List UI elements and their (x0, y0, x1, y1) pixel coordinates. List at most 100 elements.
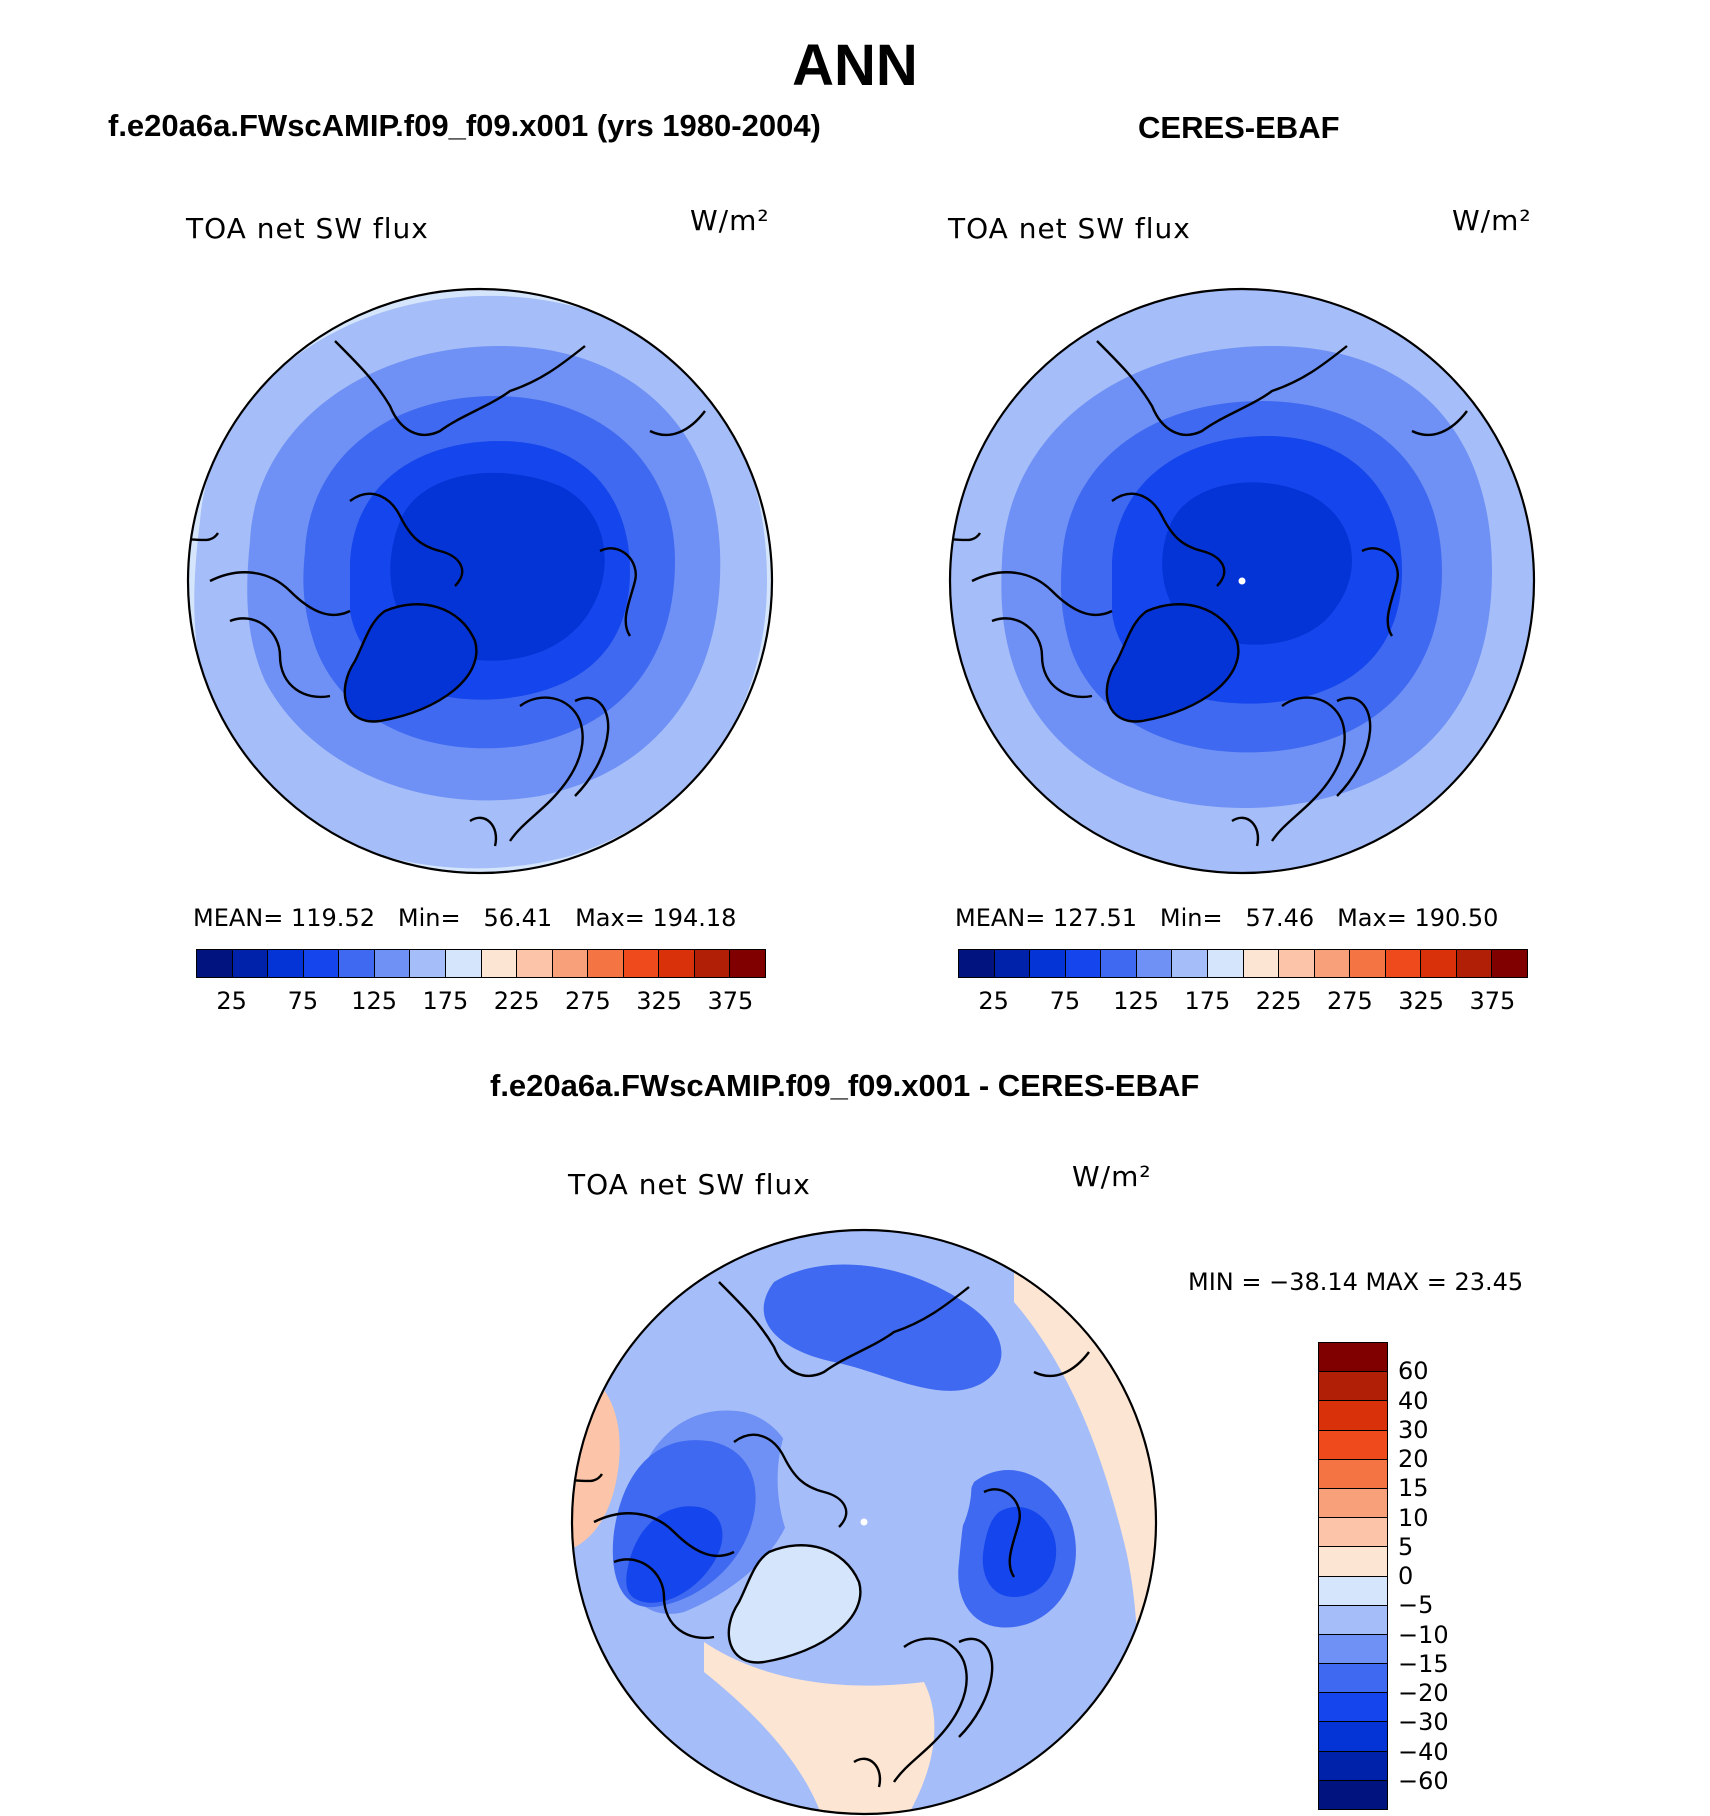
colorbar-swatch (994, 950, 1031, 977)
colorbar-swatch (694, 950, 731, 977)
panel2-coastlines (950, 310, 1484, 847)
panel1-colorbar (196, 949, 766, 978)
colorbar-swatch (1421, 950, 1457, 977)
panel2-min-label: Min= (1159, 904, 1223, 932)
panel3-coastlines (572, 1251, 1106, 1788)
panel3-case-title: f.e20a6a.FWscAMIP.f09_f09.x001 - CERES-E… (490, 1068, 1200, 1103)
colorbar-tick-label: 10 (1398, 1503, 1429, 1532)
colorbar-tick-label: −30 (1398, 1708, 1449, 1737)
colorbar-swatch (517, 950, 553, 977)
panel1-units-label: W/m² (690, 204, 770, 237)
panel3-north-atlantic-core (982, 1506, 1057, 1597)
colorbar-swatch (1065, 950, 1102, 977)
colorbar-swatch (1319, 1751, 1387, 1781)
colorbar-tick-label: 25 (978, 987, 1009, 1015)
colorbar-swatch (1319, 1664, 1387, 1694)
panel3-positive-band-south (704, 1642, 935, 1814)
colorbar-swatch (197, 950, 233, 977)
colorbar-tick-label: −15 (1398, 1649, 1449, 1678)
colorbar-tick-label: 175 (1184, 987, 1231, 1015)
panel2-colorbar (958, 949, 1528, 978)
colorbar-swatch (623, 950, 660, 977)
colorbar-tick-label: 5 (1398, 1532, 1414, 1561)
colorbar-swatch (268, 950, 304, 977)
panel3-pacific-low (763, 1264, 1002, 1391)
colorbar-tick-label: 30 (1398, 1415, 1429, 1444)
panel2-variable-label: TOA net SW flux (948, 212, 1191, 245)
colorbar-swatch (1319, 1401, 1387, 1431)
panel1-greenland-high (344, 604, 477, 722)
colorbar-tick-label: 40 (1398, 1386, 1429, 1415)
colorbar-swatch (1319, 1547, 1387, 1577)
panel3-colorbar-ticks: 60 40 30 20 15 10 5 0 −5 −10 −15 −20 −30 −40 −60 (1398, 1342, 1488, 1810)
colorbar-swatch (659, 950, 695, 977)
colorbar-swatch (1319, 1430, 1387, 1460)
panel3-variable-label: TOA net SW flux (568, 1168, 811, 1201)
colorbar-swatch (1319, 1780, 1387, 1809)
panel2-polar-map (948, 287, 1536, 875)
colorbar-swatch (410, 950, 446, 977)
panel2-case-title: CERES-EBAF (1138, 110, 1340, 145)
panel1-mean-value: 119.52 (291, 904, 375, 932)
colorbar-swatch (232, 950, 269, 977)
colorbar-swatch (1314, 950, 1351, 977)
panel2-max-value: 190.50 (1414, 904, 1499, 932)
colorbar-swatch (445, 950, 482, 977)
colorbar-swatch (1030, 950, 1066, 977)
colorbar-tick-label: 375 (1469, 987, 1516, 1015)
panel1-colorbar-ticks: 25 75 125 175 225 275 325 375 (196, 987, 766, 1017)
colorbar-tick-label: 0 (1398, 1562, 1414, 1590)
colorbar-swatch (552, 950, 589, 977)
panel2-stats: MEAN= 127.51 Min= 57.46 Max= 190.50 (955, 904, 1498, 932)
panel3-central-arctic (777, 1392, 972, 1585)
panel1-polar-map (186, 287, 774, 875)
colorbar-swatch (1492, 950, 1527, 977)
colorbar-swatch (1319, 1605, 1387, 1635)
panel3-min-max-text: MIN = −38.14 MAX = 23.45 (1188, 1268, 1524, 1296)
panel3-colorbar (1318, 1342, 1388, 1810)
colorbar-swatch (374, 950, 411, 977)
colorbar-swatch (1136, 950, 1173, 977)
colorbar-swatch (1319, 1576, 1387, 1606)
panel1-case-title: f.e20a6a.FWscAMIP.f09_f09.x001 (yrs 1980… (108, 108, 821, 143)
colorbar-tick-label: 175 (422, 987, 469, 1015)
colorbar-tick-label: −40 (1398, 1737, 1449, 1766)
colorbar-tick-label: 275 (1326, 987, 1373, 1015)
panel1-max-label: Max= (575, 904, 645, 932)
colorbar-tick-label: 20 (1398, 1445, 1429, 1473)
colorbar-tick-label: −5 (1398, 1591, 1434, 1620)
panel3-contour-band-5 (626, 1506, 723, 1603)
colorbar-swatch (303, 950, 340, 977)
colorbar-swatch (1279, 950, 1315, 977)
colorbar-swatch (1243, 950, 1280, 977)
colorbar-swatch (1319, 1488, 1387, 1519)
panel3-units-label: W/m² (1072, 1160, 1152, 1193)
panel1-variable-label: TOA net SW flux (186, 212, 429, 245)
panel2-max-label: Max= (1337, 904, 1407, 932)
colorbar-swatch (588, 950, 624, 977)
panel1-mean-label: MEAN= (193, 904, 284, 932)
colorbar-swatch (1319, 1518, 1387, 1548)
colorbar-swatch (1319, 1693, 1387, 1723)
colorbar-tick-label: −20 (1398, 1679, 1449, 1707)
colorbar-swatch (1172, 950, 1208, 977)
panel1-min-value: 56.41 (483, 904, 553, 932)
colorbar-swatch (481, 950, 518, 977)
colorbar-tick-label: 125 (1113, 987, 1160, 1015)
colorbar-swatch (1319, 1372, 1387, 1402)
colorbar-swatch (1207, 950, 1244, 977)
colorbar-tick-label: −10 (1398, 1620, 1449, 1649)
panel2-contour-band-6 (1162, 482, 1352, 645)
colorbar-tick-label: 75 (287, 987, 319, 1015)
colorbar-swatch (1385, 950, 1422, 977)
panel1-stats: MEAN= 119.52 Min= 56.41 Max= 194.18 (193, 904, 736, 932)
colorbar-tick-label: 75 (1049, 987, 1081, 1015)
colorbar-tick-label: 325 (1398, 987, 1445, 1015)
colorbar-tick-label: 225 (493, 987, 540, 1015)
panel2-mean-value: 127.51 (1053, 904, 1137, 932)
colorbar-tick-label: 325 (636, 987, 683, 1015)
panel3-greenland-low (728, 1545, 861, 1663)
panel1-min-label: Min= (397, 904, 461, 932)
colorbar-swatch (1319, 1343, 1387, 1373)
figure-title: ANN (792, 33, 918, 98)
